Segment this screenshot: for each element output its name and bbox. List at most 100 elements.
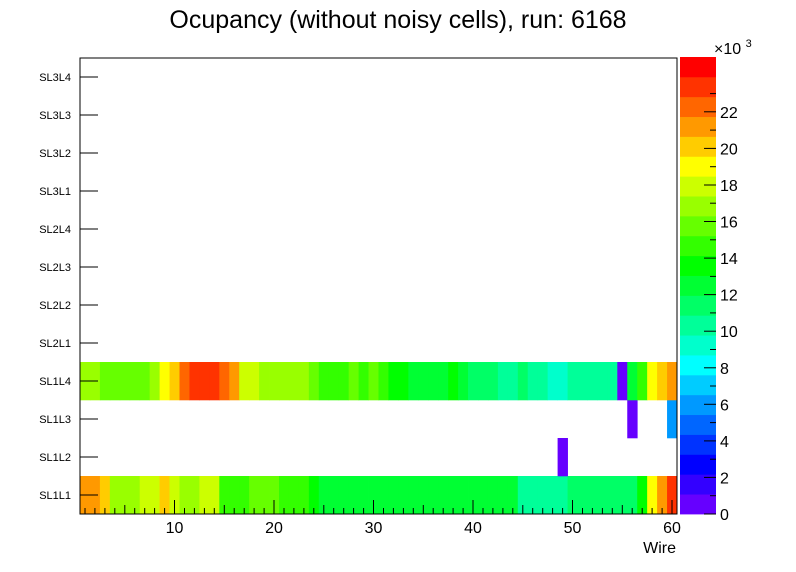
heatmap-cell [358,362,369,401]
heatmap-cell [667,362,678,401]
heatmap-cell [627,362,638,401]
palette-segment [680,275,716,296]
heatmap-cell [637,476,648,515]
heatmap-cell [657,362,668,401]
heatmap-cell [587,362,598,401]
z-axis-labels: 0 2 4 6 8 10 12 14 16 18 20 22 [720,105,738,524]
heatmap-cell [418,362,429,401]
palette-segment [680,136,716,157]
heatmap-cell [318,476,330,515]
heatmap-cell [627,476,638,515]
y-axis-label: SL2L3 [39,262,71,274]
z-axis-tick-label: 8 [720,361,729,378]
heatmap-cell [567,362,578,401]
y-axis-label: SL1L2 [39,452,71,464]
y-axis-label: SL3L4 [39,72,71,84]
z-axis-tick-label: 14 [720,251,738,268]
heatmap-cell [249,362,260,401]
heatmap-cell [139,362,151,401]
heatmap-cell [537,476,549,515]
heatmap-cell [99,362,111,401]
heatmap-cell [667,400,678,439]
heatmap-cell [557,438,568,477]
y-axis-label: SL1L3 [39,414,71,426]
y-axis-label: SL3L1 [39,186,71,198]
heatmap-cell [438,362,449,401]
y-axis-label: SL2L1 [39,338,71,350]
heatmap-cell [308,362,320,401]
heatmap-cell [348,476,359,515]
heatmap-cell [338,476,350,515]
heatmap-cell [298,476,310,515]
heatmap-cell [478,362,489,401]
heatmap-cell [468,476,479,515]
z-axis-tick-label: 18 [720,178,738,195]
y-axis-label: SL2L2 [39,300,71,312]
z-axis-tick-label: 2 [720,470,729,487]
palette-segment [680,374,716,396]
heatmap-cell [318,362,330,401]
heatmap-cell [259,476,270,515]
palette-segment [680,255,716,276]
heatmap-cell [368,362,379,401]
z-axis-tick-label: 4 [720,434,729,451]
heatmap-cell [279,362,290,401]
heatmap-cell [259,362,270,401]
heatmap-cell [388,476,399,515]
palette-segment [680,76,716,98]
heatmap-cell [517,362,529,401]
heatmap-cell [99,476,111,515]
heatmap-cell [189,476,200,515]
heatmap-cell [627,400,638,439]
heatmap-cell [129,362,141,401]
heatmap-cell [418,476,429,515]
x-axis-tick-label: 30 [365,520,383,537]
chart-title: Ocupancy (without noisy cells), run: 616… [169,6,626,34]
x-axis-tick-label: 20 [265,520,283,537]
heatmap-cell [209,362,220,401]
heatmap-cell [487,362,499,401]
heatmap-cell [607,476,618,515]
palette-segment [680,235,716,257]
heatmap-cell [617,362,628,401]
heatmap-cell [607,362,618,401]
heatmap-cell [119,362,131,401]
heatmap-cell [239,362,250,401]
z-exponent-base: ×10 [714,41,741,58]
x-axis-tick-label: 50 [564,520,582,537]
palette-segment [680,156,716,177]
heatmap-cell [109,476,121,515]
heatmap-cell [328,476,340,515]
heatmap-cell [458,476,469,515]
heatmap-cell [597,362,608,401]
heatmap-cell [199,476,210,515]
heatmap-cell [557,362,568,401]
heatmap-cell [219,362,230,401]
z-axis-tick-label: 20 [720,141,738,158]
z-axis-tick-label: 0 [720,507,729,524]
heatmap-cell [557,476,568,515]
heatmap-cell [229,362,240,401]
y-axis-label: SL1L1 [39,490,71,502]
palette-segment [680,196,716,217]
heatmap-cell [189,362,200,401]
heatmap-cell [487,476,499,515]
x-axis-tick-label: 10 [166,520,184,537]
palette-segment [680,295,716,316]
heatmap-cell [149,476,160,515]
palette-segment [680,454,716,475]
heatmap-cell [149,362,160,401]
heatmap-cell [119,476,131,515]
heatmap-cell [657,476,668,515]
x-axis-ticks [84,500,673,514]
heatmap-cell [587,476,598,515]
z-exponent-power: 3 [746,38,752,50]
heatmap-cell [547,362,558,401]
heatmap-cell [169,476,180,515]
heatmap-cell [298,362,310,401]
palette-segment [680,474,716,495]
palette-segment [680,96,716,118]
heatmap-cell [288,476,300,515]
palette-segment [680,355,716,376]
z-axis-tick-label: 10 [720,324,738,341]
